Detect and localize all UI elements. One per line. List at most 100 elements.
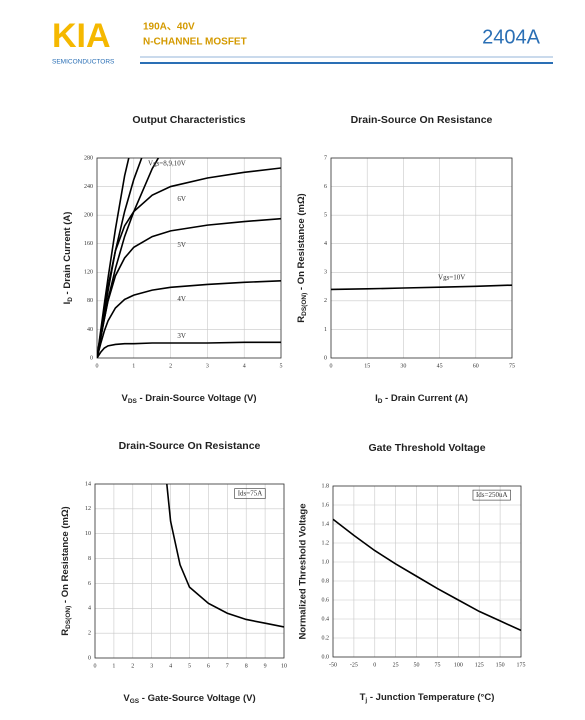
x-tick-label: 175 — [517, 662, 526, 668]
y-tick-label: 5 — [324, 213, 327, 219]
y-tick-label: 160 — [84, 241, 93, 247]
plot-area — [331, 158, 512, 358]
x-tick-label: 15 — [364, 363, 370, 369]
x-tick-label: 9 — [264, 663, 267, 669]
y-tick-label: 0.2 — [322, 635, 330, 641]
y-axis-label-part: R — [296, 316, 307, 323]
device-type: N-CHANNEL MOSFET — [143, 37, 247, 48]
x-axis-label: VDS - Drain-Source Voltage (V) — [121, 393, 256, 406]
y-tick-label: 6 — [88, 581, 91, 587]
x-tick-label: -50 — [329, 662, 337, 668]
x-axis-label: VGS - Gate-Source Voltage (V) — [123, 693, 255, 706]
part-number: 2404A — [482, 26, 540, 48]
x-axis-label-part: T — [360, 692, 366, 703]
logo: KIA — [52, 17, 111, 55]
x-axis-label: ID - Drain Current (A) — [375, 393, 468, 406]
x-tick-label: 6 — [207, 663, 210, 669]
x-tick-label: 5 — [280, 363, 283, 369]
curve — [97, 158, 160, 358]
x-tick-label: 1 — [112, 663, 115, 669]
y-tick-label: 1.4 — [322, 521, 330, 527]
y-tick-label: 80 — [87, 298, 93, 304]
x-axis-label: Tj - Junction Temperature (°C) — [360, 692, 495, 705]
annotation: Ids=250uA — [476, 491, 508, 499]
y-axis-label: RDS(ON) - On Resistance (mΩ) — [296, 193, 309, 322]
y-axis-label-part: I — [62, 302, 73, 305]
x-axis-label-part: DS — [128, 398, 138, 405]
y-tick-label: 0.4 — [322, 616, 330, 622]
curve — [97, 280, 281, 358]
annotation-box — [472, 489, 511, 501]
x-tick-label: 5 — [188, 663, 191, 669]
x-tick-label: 2 — [169, 363, 172, 369]
y-tick-label: 120 — [84, 270, 93, 276]
y-tick-label: 10 — [85, 531, 91, 537]
y-axis-label-part: - On Resistance (mΩ) — [296, 193, 307, 292]
x-axis-label-part: - Drain Current (A) — [382, 393, 468, 404]
plot-area — [333, 486, 521, 657]
x-tick-label: 75 — [509, 363, 515, 369]
x-axis-label-part: - Drain-Source Voltage (V) — [137, 393, 257, 404]
x-axis-label-part: - Junction Temperature (°C) — [367, 692, 494, 703]
plot-frame — [94, 483, 285, 659]
x-tick-label: 7 — [226, 663, 229, 669]
y-tick-label: 0 — [88, 655, 91, 661]
y-tick-label: 0.0 — [322, 654, 330, 660]
x-tick-label: 60 — [473, 363, 479, 369]
y-axis-label-part: D — [67, 297, 74, 302]
plot-frame — [96, 157, 282, 359]
y-tick-label: 1.0 — [322, 559, 330, 565]
x-tick-label: 2 — [131, 663, 134, 669]
y-tick-label: 280 — [84, 155, 93, 161]
y-tick-label: 3 — [324, 270, 327, 276]
annotation: Vgs=10V — [438, 274, 465, 282]
y-axis-label: RDS(ON) - On Resistance (mΩ) — [60, 506, 73, 635]
x-axis-label-part: V — [121, 393, 128, 404]
chart-title: Drain-Source On Resistance — [119, 440, 261, 452]
curve — [166, 484, 284, 628]
curve — [331, 284, 512, 291]
chart-title: Drain-Source On Resistance — [351, 114, 493, 126]
y-tick-label: 1.8 — [322, 483, 330, 489]
plot-frame — [332, 485, 522, 658]
annotation: 5V — [177, 241, 186, 249]
x-tick-label: -25 — [350, 662, 358, 668]
plot-frame — [330, 157, 513, 359]
y-tick-label: 40 — [87, 327, 93, 333]
x-tick-label: 25 — [393, 662, 399, 668]
y-tick-label: 7 — [324, 155, 327, 161]
y-tick-label: 1 — [324, 327, 327, 333]
y-axis-label-part: - Drain Current (A) — [62, 212, 73, 298]
annotation: Vgs=8,9,10V — [148, 159, 186, 167]
y-tick-label: 12 — [85, 506, 91, 512]
y-tick-label: 200 — [84, 213, 93, 219]
chart-title: Output Characteristics — [132, 114, 245, 126]
y-tick-label: 0 — [90, 355, 93, 361]
x-axis-label-part: - Gate-Source Voltage (V) — [139, 693, 255, 704]
annotation: 6V — [177, 195, 186, 203]
y-axis-label-part: - On Resistance (mΩ) — [60, 506, 71, 605]
y-tick-label: 4 — [324, 241, 327, 247]
y-axis-label: Normalized Threshold Voltage — [298, 503, 309, 639]
annotation: 3V — [177, 332, 186, 340]
y-tick-label: 4 — [88, 606, 91, 612]
y-axis-label-part: DS(ON) — [65, 606, 72, 629]
y-axis-label-part: DS(ON) — [301, 293, 308, 316]
y-tick-label: 0.6 — [322, 597, 330, 603]
x-tick-label: 0 — [373, 662, 376, 668]
y-tick-label: 2 — [324, 298, 327, 304]
x-axis-label-part: D — [378, 398, 383, 405]
curve — [333, 518, 521, 632]
x-tick-label: 45 — [437, 363, 443, 369]
annotation: Ids=75A — [238, 490, 263, 498]
x-tick-label: 50 — [414, 662, 420, 668]
y-axis-label: ID - Drain Current (A) — [62, 212, 75, 305]
plot-area — [97, 158, 281, 358]
x-tick-label: 75 — [434, 662, 440, 668]
y-tick-label: 0.8 — [322, 578, 330, 584]
x-tick-label: 4 — [169, 663, 172, 669]
x-axis-label-part: j — [364, 697, 367, 704]
x-tick-label: 10 — [281, 663, 287, 669]
rating: 190A、40V — [143, 22, 195, 33]
